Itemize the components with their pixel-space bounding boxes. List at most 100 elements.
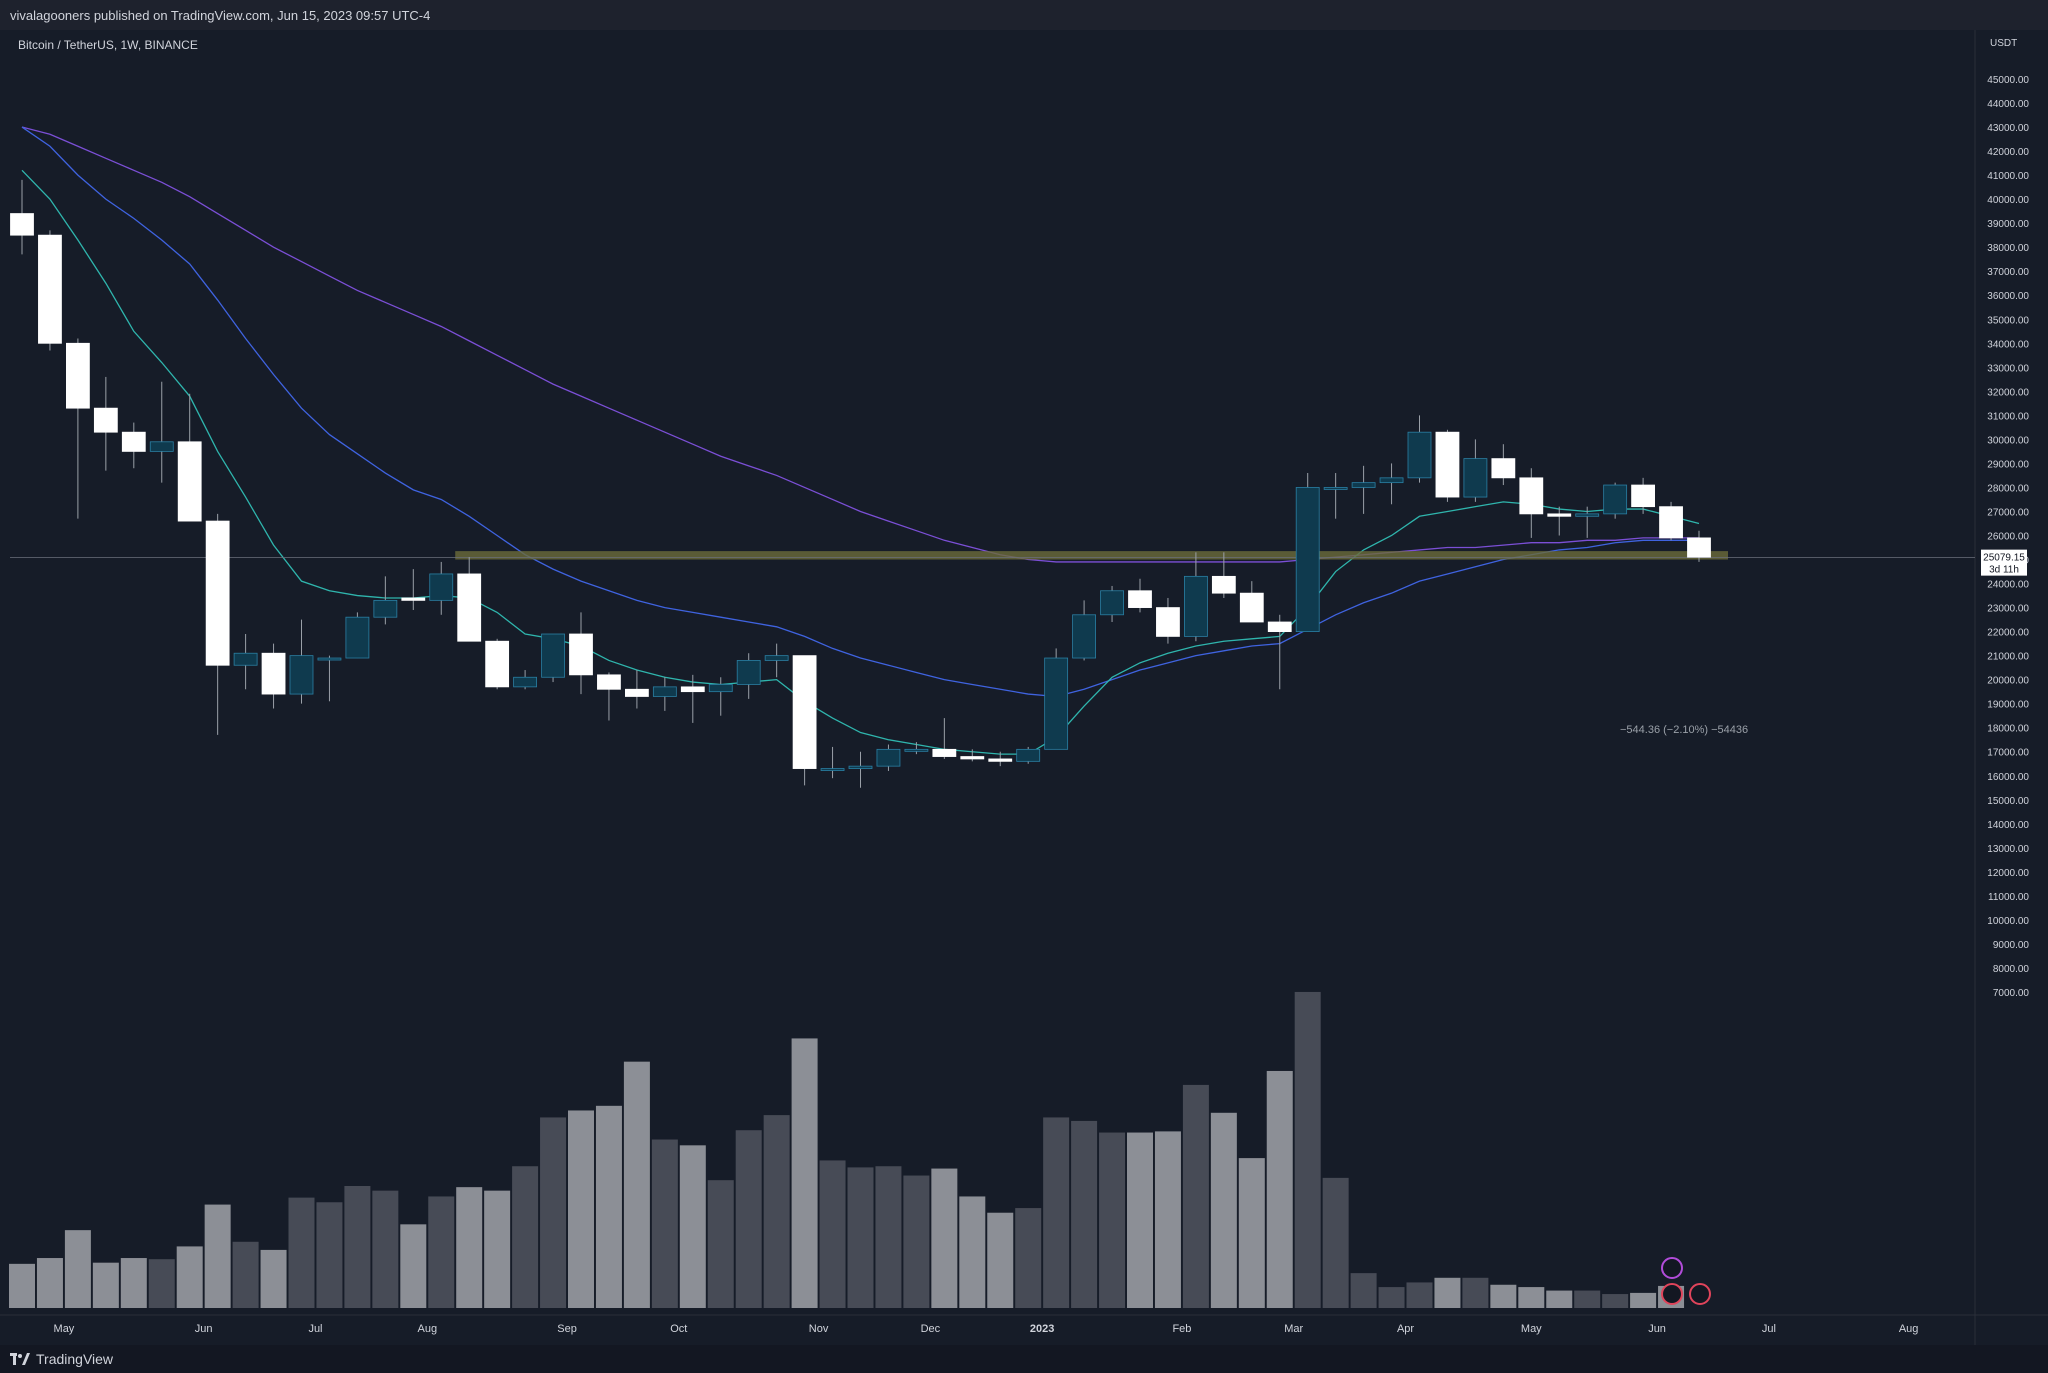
- y-tick-label: 18000.00: [1987, 724, 2029, 735]
- volume-bar: [791, 1038, 818, 1308]
- candle-body: [1016, 748, 1041, 762]
- ema-mid-line: [21, 126, 1699, 698]
- volume-bar: [1462, 1277, 1489, 1308]
- candle-body: [233, 652, 258, 666]
- ema-fast-line: [21, 169, 1700, 755]
- volume-bar: [1350, 1273, 1377, 1308]
- candle-body: [792, 655, 817, 769]
- y-tick-label: 13000.00: [1987, 844, 2029, 855]
- candle-body: [1435, 431, 1460, 498]
- y-tick-label: 19000.00: [1987, 700, 2029, 711]
- tradingview-brand: TradingView: [36, 1351, 114, 1367]
- candle-body: [1100, 590, 1124, 616]
- y-tick-label: 8000.00: [1993, 964, 2030, 975]
- candle-body: [1603, 484, 1628, 515]
- candle-body: [736, 660, 761, 685]
- volume-bar: [1210, 1112, 1237, 1308]
- chart-background: [0, 30, 2048, 1345]
- volume-bar: [1266, 1070, 1293, 1308]
- volume-bar: [959, 1196, 986, 1308]
- us-flag-event-icon: [1661, 1283, 1683, 1305]
- candle-body: [932, 748, 957, 757]
- volume-bar: [372, 1190, 399, 1308]
- tradingview-logo-icon[interactable]: [10, 1351, 30, 1367]
- candle-body: [708, 684, 733, 693]
- x-tick-label: Aug: [417, 1323, 437, 1335]
- volume-bar: [204, 1204, 231, 1308]
- y-tick-label: 35000.00: [1987, 315, 2029, 326]
- volume-bar: [1099, 1132, 1126, 1308]
- candle-body: [485, 640, 510, 688]
- volume-bar: [595, 1105, 622, 1308]
- candle-body: [1323, 487, 1348, 490]
- price-chart[interactable]: Bitcoin / TetherUS, 1W, BINANCE USDT 45000…: [0, 30, 2048, 1345]
- publish-info: vivalagooners published on TradingView.c…: [10, 8, 431, 23]
- y-tick-label: 41000.00: [1987, 171, 2029, 182]
- candle-body: [261, 652, 286, 695]
- volume-bar: [1490, 1284, 1517, 1308]
- candle-body: [1407, 431, 1432, 479]
- candle-body: [569, 633, 593, 676]
- volume-bar: [875, 1166, 902, 1308]
- y-tick-label: 29000.00: [1987, 459, 2029, 470]
- volume-bar: [1238, 1158, 1265, 1308]
- volume-bar: [623, 1061, 650, 1308]
- y-tick-label: 20000.00: [1987, 676, 2029, 687]
- candle-body: [876, 748, 901, 767]
- volume-bar: [1294, 991, 1321, 1308]
- volume-bar: [36, 1258, 63, 1308]
- candle-body: [317, 657, 342, 661]
- volume-bar: [1546, 1290, 1573, 1308]
- candle-body: [1128, 590, 1152, 608]
- last-price-value: 25079.15: [1983, 553, 2025, 564]
- y-tick-label: 27000.00: [1987, 507, 2029, 518]
- candle-body: [513, 676, 537, 688]
- x-tick-label: Jun: [195, 1323, 213, 1335]
- volume-bar: [512, 1166, 539, 1308]
- candle-body: [1267, 621, 1292, 633]
- candle-body: [597, 674, 621, 690]
- candle-body: [66, 342, 90, 409]
- candle-body: [10, 213, 34, 236]
- volume-bar: [679, 1145, 706, 1308]
- y-tick-label: 15000.00: [1987, 796, 2029, 807]
- volume-bar: [316, 1202, 343, 1308]
- candle-body: [205, 520, 230, 666]
- last-price-badge: [1981, 549, 2027, 576]
- volume-bar: [64, 1230, 91, 1308]
- volume-bar: [1434, 1277, 1461, 1308]
- y-tick-label: 22000.00: [1987, 628, 2029, 639]
- y-tick-label: 32000.00: [1987, 387, 2029, 398]
- candle-body: [401, 597, 426, 601]
- candle-body: [121, 431, 146, 452]
- candle-body: [652, 686, 677, 697]
- candle-body: [373, 599, 398, 618]
- candle-body: [1519, 477, 1544, 515]
- volume-bar: [120, 1258, 147, 1308]
- candle-body: [177, 441, 202, 522]
- volume-bar: [288, 1197, 315, 1308]
- y-tick-label: 33000.00: [1987, 363, 2029, 374]
- candle-body: [345, 616, 370, 659]
- x-tick-label: Mar: [1284, 1323, 1303, 1335]
- volume-bar: [1071, 1120, 1098, 1308]
- y-tick-label: 39000.00: [1987, 219, 2029, 230]
- x-tick-label: Jul: [1762, 1323, 1776, 1335]
- y-tick-label: 40000.00: [1987, 195, 2029, 206]
- candle-body: [429, 573, 454, 601]
- x-tick-label: Dec: [921, 1323, 941, 1335]
- candle-body: [1491, 458, 1516, 479]
- volume-bar: [176, 1246, 203, 1308]
- candle-body: [1156, 607, 1180, 637]
- volume-bar: [987, 1212, 1014, 1308]
- volume-bar: [819, 1160, 846, 1308]
- y-tick-label: 26000.00: [1987, 532, 2029, 543]
- y-tick-label: 30000.00: [1987, 435, 2029, 446]
- candle-body: [1547, 513, 1572, 517]
- y-tick-label: 34000.00: [1987, 339, 2029, 350]
- y-tick-label: 43000.00: [1987, 123, 2029, 134]
- y-tick-label: 12000.00: [1987, 868, 2029, 879]
- ema-slow-line: [21, 126, 1699, 563]
- y-tick-label: 11000.00: [1988, 892, 2029, 903]
- volume-bar: [9, 1263, 35, 1308]
